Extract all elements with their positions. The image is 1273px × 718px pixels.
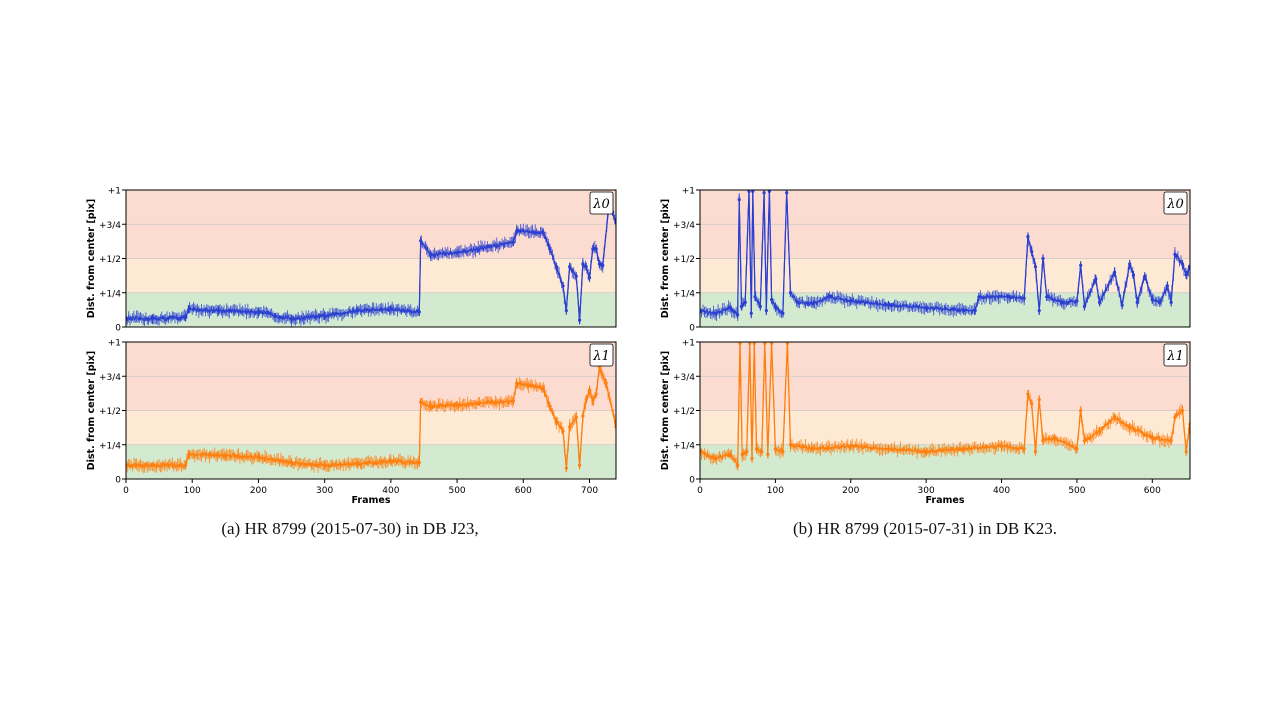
caption-b: (b) HR 8799 (2015-07-31) in DB K23.: [793, 519, 1057, 538]
annotation-label: λ1: [1166, 349, 1184, 364]
annotation-label: λ0: [1166, 197, 1184, 212]
y-tick-label: +1/4: [99, 441, 121, 451]
annotation-box: [589, 191, 614, 215]
annotation-box: [1163, 343, 1188, 367]
x-axis-label: Frames: [926, 495, 965, 506]
data-series: [700, 190, 1190, 322]
x-tick-label: 300: [918, 486, 935, 496]
chart-panel: 0 +1/4 +1/2 +3/4 +1 λ0 Dist. from center [pix]: [86, 187, 617, 334]
series-trend: [700, 191, 1190, 317]
y-axis-label: Dist. from center [pix]: [86, 351, 97, 471]
zone-medium: [126, 258, 616, 293]
series-trend: [126, 364, 616, 469]
plot-frame: [699, 341, 1191, 480]
series-trend: [126, 200, 616, 321]
zone-medium: [126, 410, 616, 445]
y-tick-label: +1/4: [673, 441, 695, 451]
x-tick-label: 100: [184, 486, 201, 496]
y-tick-label: +1/4: [673, 289, 695, 299]
x-tick-label: 200: [250, 486, 267, 496]
x-tick-label: 400: [993, 486, 1010, 496]
data-series: [700, 342, 1190, 471]
caption-a: (a) HR 8799 (2015-07-30) in DB J23,: [221, 519, 479, 538]
annotation-label: λ1: [592, 349, 610, 364]
y-tick-label: +3/4: [673, 221, 695, 231]
y-tick-label: +1: [108, 187, 121, 197]
data-point: [577, 318, 582, 322]
chart-panel: 0 +1/4 +1/2 +3/4 +1 0 100 200 300 400 500 600 λ1 Dist…: [660, 339, 1191, 506]
y-tick-label: +1/2: [99, 255, 121, 265]
x-tick-label: 600: [1144, 486, 1161, 496]
y-tick-label: +1: [108, 339, 121, 349]
x-tick-label: 300: [316, 486, 333, 496]
zone-good: [700, 292, 1190, 327]
series-trend: [700, 343, 1190, 468]
y-tick-label: +3/4: [673, 373, 695, 383]
annotation-label: λ0: [592, 197, 610, 212]
y-tick-label: +3/4: [99, 221, 121, 231]
plot-frame: [125, 341, 617, 480]
y-tick-label: +1/2: [99, 407, 121, 417]
y-axis-label: Dist. from center [pix]: [660, 199, 671, 319]
x-tick-label: 500: [448, 486, 465, 496]
y-tick-label: +1: [682, 187, 695, 197]
series-line: [126, 199, 616, 323]
y-tick-label: +1/4: [99, 289, 121, 299]
x-tick-label: 0: [697, 486, 703, 496]
x-tick-label: 100: [767, 486, 784, 496]
x-tick-label: 200: [842, 486, 859, 496]
x-tick-label: 0: [123, 486, 129, 496]
y-tick-label: 0: [115, 324, 121, 334]
data-point: [766, 452, 770, 456]
annotation-box: [589, 343, 614, 367]
y-tick-label: +1/2: [673, 407, 695, 417]
y-tick-label: +1: [682, 339, 695, 349]
x-axis-label: Frames: [352, 495, 391, 506]
data-point: [750, 456, 754, 461]
y-tick-label: +3/4: [99, 373, 121, 383]
x-tick-label: 600: [515, 486, 532, 496]
plot-frame: [125, 189, 617, 328]
y-axis-label: Dist. from center [pix]: [660, 351, 671, 471]
y-tick-label: +1/2: [673, 255, 695, 265]
x-tick-label: 700: [581, 486, 598, 496]
y-tick-label: 0: [689, 324, 695, 334]
y-tick-label: 0: [689, 476, 695, 486]
plot-frame: [699, 189, 1191, 328]
annotation-box: [1163, 191, 1188, 215]
x-tick-label: 500: [1068, 486, 1085, 496]
data-series: [126, 196, 616, 327]
x-tick-label: 400: [382, 486, 399, 496]
y-tick-label: 0: [115, 476, 121, 486]
chart-panel: 0 +1/4 +1/2 +3/4 +1 λ0 Dist. from center [pix]: [660, 187, 1191, 334]
chart-panel: 0 +1/4 +1/2 +3/4 +1 0 100 200 300 400 500 600 700 λ1 D…: [86, 339, 617, 506]
y-axis-label: Dist. from center [pix]: [86, 199, 97, 319]
data-series: [126, 362, 616, 474]
